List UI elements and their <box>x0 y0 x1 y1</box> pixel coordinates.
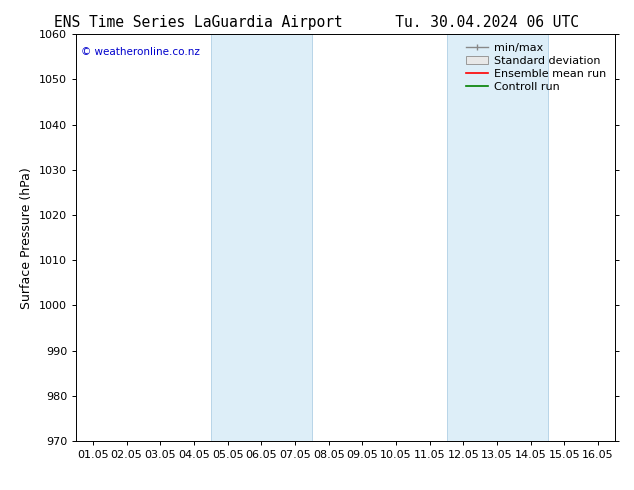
Bar <box>446 34 548 441</box>
Legend: min/max, Standard deviation, Ensemble mean run, Controll run: min/max, Standard deviation, Ensemble me… <box>463 40 609 95</box>
Text: © weatheronline.co.nz: © weatheronline.co.nz <box>81 47 200 56</box>
Bar <box>210 34 312 441</box>
Y-axis label: Surface Pressure (hPa): Surface Pressure (hPa) <box>20 167 34 309</box>
Text: ENS Time Series LaGuardia Airport      Tu. 30.04.2024 06 UTC: ENS Time Series LaGuardia Airport Tu. 30… <box>55 15 579 30</box>
